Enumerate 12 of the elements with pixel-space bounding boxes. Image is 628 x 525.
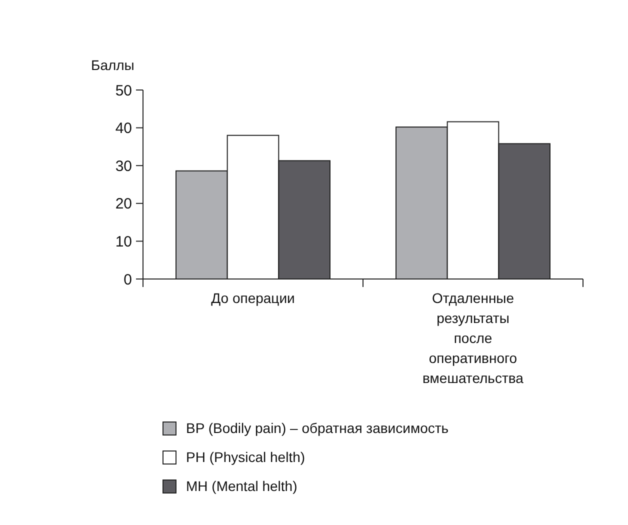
legend-label: PH (Physical helth) (186, 448, 306, 465)
x-tick-label: Отдаленные результаты после оперативного вмешательства (422, 290, 524, 386)
x-tick-label: До операции (211, 290, 295, 306)
y-tick-label: 0 (124, 271, 132, 288)
y-tick-label: 20 (115, 196, 132, 213)
y-tick-label: 50 (115, 82, 132, 100)
y-tick-label: 30 (115, 158, 132, 175)
y-tick-label: 40 (115, 120, 132, 138)
legend-label: BP (Bodily pain) – обратная зависимость (186, 420, 449, 436)
legend-label: MH (Mental helth) (186, 478, 298, 494)
y-tick-label: 10 (115, 233, 132, 250)
y-axis-title: Баллы (91, 57, 134, 73)
